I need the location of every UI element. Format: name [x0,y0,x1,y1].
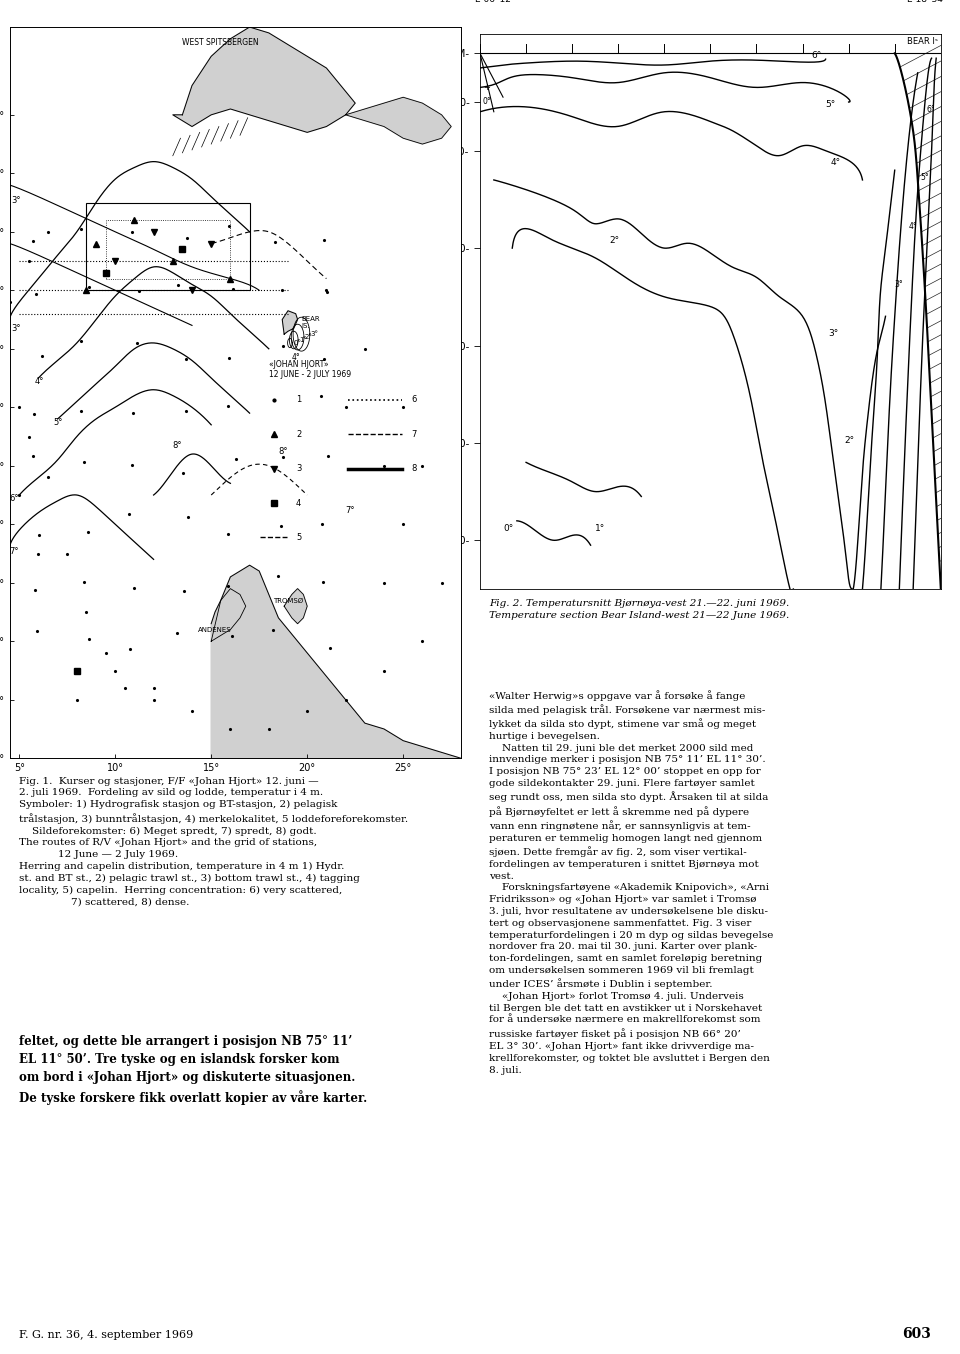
Text: ANDENES: ANDENES [198,627,232,634]
Text: 7°: 7° [10,547,19,555]
Text: BEAR Iˢ: BEAR Iˢ [907,37,939,46]
Text: feltet, og dette ble arrangert i posisjon NB 75° 11’
EL 11° 50’. Tre tyske og en: feltet, og dette ble arrangert i posisjo… [18,1034,367,1105]
Text: 0°: 0° [482,97,492,106]
Text: 4°: 4° [830,158,840,168]
Text: 8: 8 [411,464,417,473]
Text: 0°: 0° [503,524,514,532]
Polygon shape [211,565,461,758]
Text: 3°: 3° [895,280,903,288]
Text: +: + [407,195,415,204]
Text: +: + [407,244,415,253]
Text: 0°: 0° [293,340,301,345]
Text: +: + [407,97,415,107]
Text: 5°: 5° [920,173,929,181]
Text: 2°: 2° [609,236,619,245]
Text: +: + [407,389,415,399]
Text: 1°: 1° [299,337,307,343]
Text: 3°: 3° [828,329,838,337]
Text: WEST SPITSBERGEN: WEST SPITSBERGEN [182,38,259,46]
Text: F. G. nr. 36, 4. september 1969: F. G. nr. 36, 4. september 1969 [19,1330,194,1339]
Text: 3°: 3° [311,332,319,337]
Text: Fig. 1.  Kurser og stasjoner, F/F «Johan Hjort» 12. juni —
2. juli 1969.  Fordel: Fig. 1. Kurser og stasjoner, F/F «Johan … [18,777,408,907]
Text: TROMSØ: TROMSØ [273,598,303,604]
Text: 3°: 3° [12,195,21,204]
Polygon shape [173,27,355,133]
Text: N 74° 28'
E 06°12': N 74° 28' E 06°12' [475,0,517,4]
Text: N 74° 28'
E 18°34': N 74° 28' E 18°34' [903,0,946,4]
Text: +: + [407,340,415,351]
Text: 2°: 2° [844,436,854,445]
Text: «JOHAN HJORT»
12 JUNE - 2 JULY 1969: «JOHAN HJORT» 12 JUNE - 2 JULY 1969 [269,360,351,379]
Bar [86,203,250,290]
Text: Fig. 2. Temperatursnitt Bjørnøya-vest 21.—22. juni 1969.
Temperature section Bea: Fig. 2. Temperatursnitt Bjørnøya-vest 21… [490,600,789,620]
Text: 7°: 7° [346,505,355,515]
Text: +: + [407,437,415,448]
Polygon shape [282,311,298,334]
Text: 8°: 8° [278,447,288,456]
Text: +: + [407,292,415,302]
Text: 5°: 5° [54,418,63,427]
Polygon shape [284,589,307,624]
Text: 6°: 6° [812,51,822,60]
Text: 4°: 4° [292,353,300,363]
Text: 3: 3 [296,464,301,473]
Text: 2°: 2° [305,334,313,340]
Text: 4°: 4° [35,376,44,386]
Text: 8°: 8° [173,441,182,451]
Polygon shape [346,97,451,144]
Text: 7: 7 [411,429,417,439]
Text: 5°: 5° [826,100,836,108]
Text: 6°: 6° [10,494,19,502]
Text: BEAR
IS.: BEAR IS. [301,315,320,329]
Text: +: + [407,146,415,156]
Bar [106,221,230,279]
Text: 3°: 3° [12,324,21,333]
Text: +: + [484,84,491,92]
Text: «Walter Herwig»s oppgave var å forsøke å fange
silda med pelagisk trål. Forsøken: «Walter Herwig»s oppgave var å forsøke å… [490,689,774,1075]
Text: 4°: 4° [908,222,918,230]
Text: 6°: 6° [927,104,936,114]
Text: 4: 4 [296,498,301,508]
Text: 1°: 1° [595,524,606,532]
Text: 6: 6 [411,395,417,405]
Polygon shape [211,589,246,642]
Text: 603: 603 [902,1327,931,1340]
Text: 1: 1 [296,395,301,405]
Text: 2: 2 [296,429,301,439]
Text: 5: 5 [296,533,301,542]
